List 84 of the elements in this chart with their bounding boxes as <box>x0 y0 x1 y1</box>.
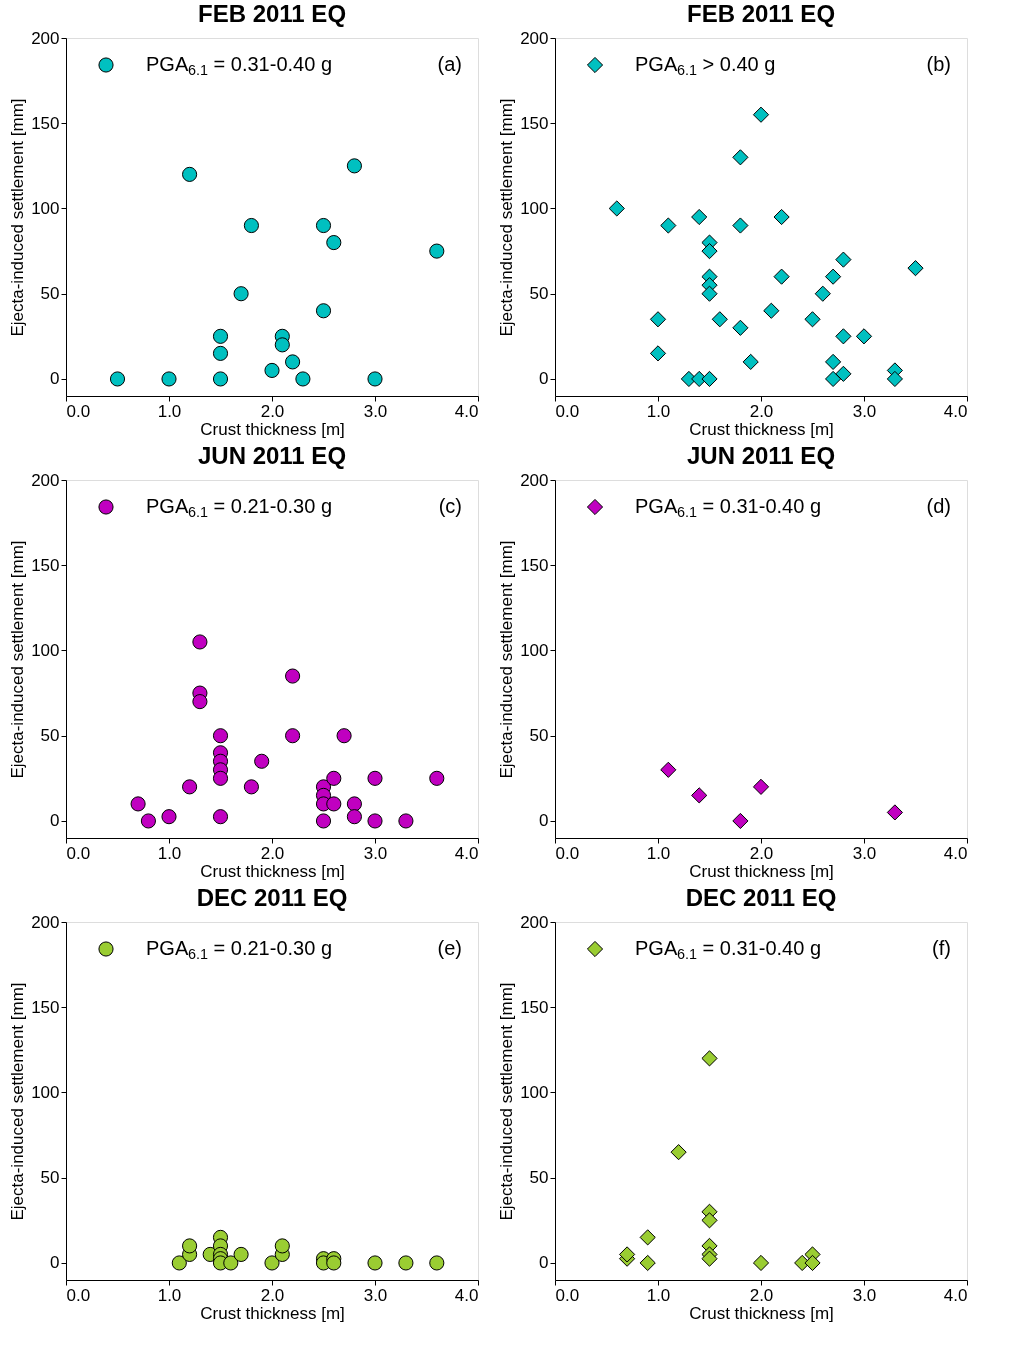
annotation: (a) <box>437 53 462 75</box>
annotation: (d) <box>926 495 951 517</box>
chart-title: FEB 2011 EQ <box>197 0 347 27</box>
x-tick-label: 3.0 <box>852 401 877 421</box>
y-tick-label: 200 <box>31 912 60 932</box>
x-tick-label: 4.0 <box>943 1285 968 1305</box>
x-tick-label: 3.0 <box>363 401 388 421</box>
y-axis-title: Ejecta-induced settlement [mm] <box>497 98 517 337</box>
y-tick-label: 100 <box>520 1082 549 1102</box>
x-tick-label: 4.0 <box>454 843 479 863</box>
chart-title: DEC 2011 EQ <box>685 884 837 911</box>
y-tick-label: 200 <box>31 470 60 490</box>
annotation: (c) <box>438 495 462 517</box>
y-axis-title: Ejecta-induced settlement [mm] <box>8 540 28 779</box>
y-tick-label: 0 <box>539 369 549 389</box>
x-axis-title: Crust thickness [m] <box>689 1303 834 1323</box>
chart-title: DEC 2011 EQ <box>196 884 348 911</box>
y-axis-title: Ejecta-induced settlement [mm] <box>8 98 28 337</box>
y-tick-label: 0 <box>50 369 60 389</box>
x-tick-label: 1.0 <box>157 401 182 421</box>
x-tick-label: 3.0 <box>852 1285 877 1305</box>
y-tick-label: 100 <box>31 198 60 218</box>
annotation: (e) <box>437 937 462 959</box>
y-tick-label: 150 <box>31 555 60 575</box>
x-tick-label: 2.0 <box>749 401 774 421</box>
annotation: (b) <box>926 53 951 75</box>
x-tick-label: 1.0 <box>646 1285 671 1305</box>
x-axis-title: Crust thickness [m] <box>200 419 345 439</box>
x-tick-label: 0.0 <box>555 1285 580 1305</box>
y-tick-label: 150 <box>520 997 549 1017</box>
y-tick-label: 0 <box>50 1253 60 1273</box>
y-tick-label: 50 <box>529 1168 549 1188</box>
x-tick-label: 3.0 <box>363 843 388 863</box>
x-tick-label: 2.0 <box>260 401 285 421</box>
y-tick-label: 150 <box>520 555 549 575</box>
y-tick-label: 100 <box>31 640 60 660</box>
x-tick-label: 4.0 <box>454 1285 479 1305</box>
x-axis-title: Crust thickness [m] <box>200 861 345 881</box>
x-tick-label: 0.0 <box>66 1285 91 1305</box>
y-axis-title: Ejecta-induced settlement [mm] <box>497 982 517 1221</box>
y-axis-title: Ejecta-induced settlement [mm] <box>497 540 517 779</box>
y-tick-label: 50 <box>40 726 60 746</box>
x-tick-label: 0.0 <box>66 401 91 421</box>
y-tick-label: 100 <box>520 198 549 218</box>
x-tick-label: 3.0 <box>363 1285 388 1305</box>
y-tick-label: 50 <box>40 284 60 304</box>
y-tick-label: 0 <box>539 811 549 831</box>
x-tick-label: 2.0 <box>749 843 774 863</box>
x-tick-label: 0.0 <box>555 843 580 863</box>
y-tick-label: 150 <box>31 113 60 133</box>
x-tick-label: 1.0 <box>157 1285 182 1305</box>
y-tick-label: 150 <box>31 997 60 1017</box>
x-axis-title: Crust thickness [m] <box>689 419 834 439</box>
y-tick-label: 50 <box>40 1168 60 1188</box>
y-tick-label: 200 <box>520 912 549 932</box>
y-tick-label: 50 <box>529 726 549 746</box>
x-axis-title: Crust thickness [m] <box>200 1303 345 1323</box>
x-tick-label: 4.0 <box>943 843 968 863</box>
y-tick-label: 200 <box>520 470 549 490</box>
y-tick-label: 0 <box>50 811 60 831</box>
x-tick-label: 2.0 <box>749 1285 774 1305</box>
y-tick-label: 0 <box>539 1253 549 1273</box>
chart-title: JUN 2011 EQ <box>197 442 347 469</box>
x-tick-label: 0.0 <box>555 401 580 421</box>
y-axis-title: Ejecta-induced settlement [mm] <box>8 982 28 1221</box>
x-axis-title: Crust thickness [m] <box>689 861 834 881</box>
y-tick-label: 200 <box>520 28 549 48</box>
chart-title: JUN 2011 EQ <box>686 442 836 469</box>
x-tick-label: 1.0 <box>157 843 182 863</box>
y-tick-label: 150 <box>520 113 549 133</box>
y-tick-label: 100 <box>31 1082 60 1102</box>
y-tick-label: 200 <box>31 28 60 48</box>
x-tick-label: 2.0 <box>260 1285 285 1305</box>
x-tick-label: 4.0 <box>454 401 479 421</box>
x-tick-label: 1.0 <box>646 401 671 421</box>
x-tick-label: 2.0 <box>260 843 285 863</box>
annotation: (f) <box>932 937 951 959</box>
y-tick-label: 100 <box>520 640 549 660</box>
x-tick-label: 4.0 <box>943 401 968 421</box>
chart-title: FEB 2011 EQ <box>686 0 836 27</box>
x-tick-label: 0.0 <box>66 843 91 863</box>
x-tick-label: 3.0 <box>852 843 877 863</box>
y-tick-label: 50 <box>529 284 549 304</box>
x-tick-label: 1.0 <box>646 843 671 863</box>
